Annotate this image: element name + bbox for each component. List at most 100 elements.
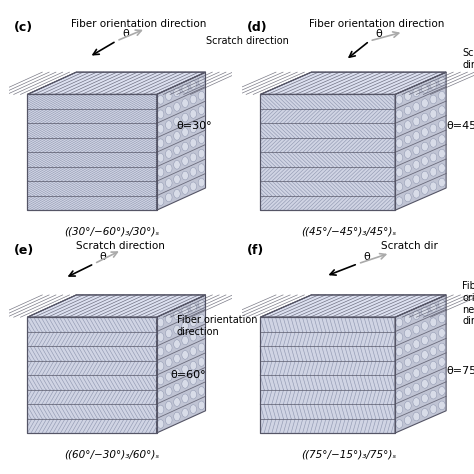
Ellipse shape	[404, 358, 411, 367]
Ellipse shape	[173, 325, 180, 334]
Ellipse shape	[430, 347, 437, 356]
Ellipse shape	[404, 193, 411, 202]
Ellipse shape	[430, 167, 437, 176]
Ellipse shape	[157, 154, 164, 162]
Ellipse shape	[430, 361, 437, 370]
Polygon shape	[156, 295, 206, 433]
Ellipse shape	[173, 131, 180, 140]
Ellipse shape	[413, 117, 420, 126]
Ellipse shape	[438, 314, 445, 323]
Ellipse shape	[396, 362, 403, 370]
Ellipse shape	[438, 343, 445, 352]
Ellipse shape	[438, 328, 445, 337]
Ellipse shape	[438, 91, 445, 100]
Ellipse shape	[182, 157, 188, 165]
Ellipse shape	[413, 160, 420, 169]
Ellipse shape	[396, 318, 403, 327]
Text: ((45°/−45°)₃/45°)ₛ: ((45°/−45°)₃/45°)ₛ	[301, 227, 396, 237]
Ellipse shape	[404, 387, 411, 396]
Ellipse shape	[404, 329, 411, 337]
Ellipse shape	[182, 128, 188, 137]
Ellipse shape	[404, 106, 411, 115]
Ellipse shape	[190, 182, 197, 191]
Ellipse shape	[198, 77, 205, 86]
Ellipse shape	[182, 365, 188, 374]
Text: Scratch direction: Scratch direction	[206, 36, 288, 46]
Ellipse shape	[404, 92, 411, 100]
Text: θ=45°: θ=45°	[446, 120, 474, 131]
Ellipse shape	[396, 391, 403, 399]
Ellipse shape	[430, 124, 437, 133]
Ellipse shape	[157, 362, 164, 370]
Ellipse shape	[438, 372, 445, 381]
Ellipse shape	[396, 376, 403, 385]
Ellipse shape	[404, 150, 411, 158]
Ellipse shape	[430, 390, 437, 399]
Ellipse shape	[413, 369, 420, 377]
Ellipse shape	[165, 121, 172, 129]
Ellipse shape	[157, 197, 164, 206]
Polygon shape	[395, 295, 446, 433]
Text: θ: θ	[364, 252, 370, 262]
Ellipse shape	[421, 157, 428, 165]
Text: Fiber
ori-
nentation
dir: Fiber ori- nentation dir	[462, 282, 474, 326]
Ellipse shape	[421, 186, 428, 194]
Ellipse shape	[182, 142, 188, 151]
Ellipse shape	[182, 380, 188, 388]
Ellipse shape	[190, 318, 197, 327]
Ellipse shape	[404, 164, 411, 173]
Text: θ=75°: θ=75°	[446, 365, 474, 376]
Ellipse shape	[413, 398, 420, 406]
Text: (f): (f)	[246, 244, 264, 257]
Ellipse shape	[404, 179, 411, 187]
Text: ((30°/−60°)₃/30°)ₛ: ((30°/−60°)₃/30°)ₛ	[64, 227, 160, 237]
Ellipse shape	[198, 314, 205, 323]
Text: ((60°/−30°)₃/60°)ₛ: ((60°/−30°)₃/60°)ₛ	[64, 450, 160, 460]
Ellipse shape	[438, 77, 445, 86]
Text: Scratch direction: Scratch direction	[76, 241, 165, 251]
Ellipse shape	[396, 197, 403, 206]
Text: Scratch
direction: Scratch direction	[462, 48, 474, 70]
Ellipse shape	[396, 405, 403, 414]
Ellipse shape	[198, 300, 205, 309]
Ellipse shape	[157, 168, 164, 176]
Ellipse shape	[438, 300, 445, 309]
Ellipse shape	[404, 401, 411, 410]
Ellipse shape	[198, 120, 205, 129]
Ellipse shape	[190, 138, 197, 147]
Ellipse shape	[396, 168, 403, 176]
Ellipse shape	[173, 175, 180, 183]
Ellipse shape	[421, 171, 428, 180]
Ellipse shape	[396, 182, 403, 191]
Ellipse shape	[404, 344, 411, 352]
Ellipse shape	[157, 110, 164, 118]
Ellipse shape	[438, 357, 445, 366]
Ellipse shape	[421, 128, 428, 137]
Ellipse shape	[190, 124, 197, 133]
Ellipse shape	[157, 419, 164, 428]
Ellipse shape	[413, 325, 420, 334]
Ellipse shape	[173, 190, 180, 198]
Ellipse shape	[190, 81, 197, 89]
Polygon shape	[27, 72, 206, 94]
Ellipse shape	[165, 329, 172, 337]
Ellipse shape	[413, 354, 420, 363]
Ellipse shape	[165, 193, 172, 202]
Ellipse shape	[165, 179, 172, 187]
Polygon shape	[260, 94, 395, 210]
Ellipse shape	[182, 113, 188, 122]
Ellipse shape	[165, 401, 172, 410]
Text: θ=30°: θ=30°	[176, 120, 212, 131]
Ellipse shape	[157, 347, 164, 356]
Ellipse shape	[173, 398, 180, 406]
Ellipse shape	[182, 307, 188, 316]
Ellipse shape	[165, 135, 172, 144]
Text: θ: θ	[100, 252, 107, 262]
Ellipse shape	[165, 387, 172, 396]
Text: θ=60°: θ=60°	[170, 370, 206, 380]
Ellipse shape	[190, 376, 197, 384]
Ellipse shape	[198, 328, 205, 337]
Ellipse shape	[413, 131, 420, 140]
Ellipse shape	[430, 109, 437, 118]
Ellipse shape	[430, 95, 437, 104]
